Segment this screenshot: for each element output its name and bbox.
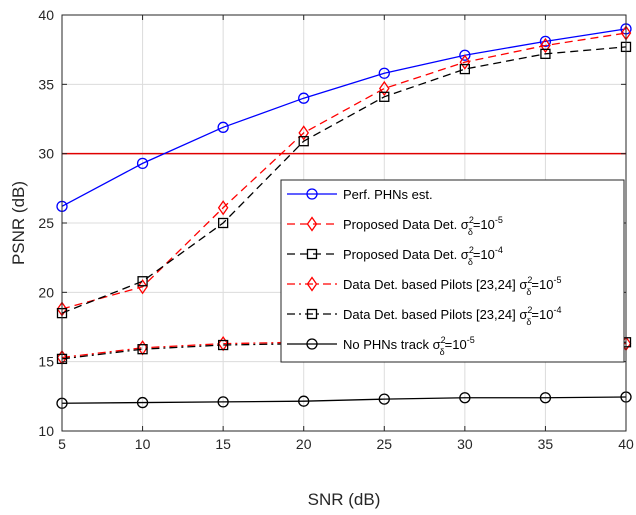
series-2-point (137, 279, 148, 295)
x-tick-label: 30 (457, 436, 473, 452)
series-1-point (378, 67, 390, 79)
series-2-point (298, 125, 310, 141)
legend: Perf. PHNs est.Proposed Data Det. σ2 δ=10… (280, 179, 625, 363)
legend-label-part: δ (468, 227, 473, 237)
series-3-point (540, 48, 551, 59)
series-6-point (459, 392, 471, 404)
legend-label-part: δ (526, 317, 531, 327)
x-tick-label: 15 (215, 436, 231, 452)
series-6-point (298, 395, 310, 407)
legend-label-part: =10 (445, 337, 467, 352)
series-2-point (217, 200, 229, 216)
legend-marker-1 (306, 188, 318, 200)
legend-label-part: -4 (495, 245, 503, 255)
series-6-point (136, 396, 149, 409)
legend-label-1: Perf. PHNs est. (343, 187, 433, 202)
legend-label-4: Data Det. based Pilots [23,24] σ2 δ=10-5 (343, 275, 561, 297)
x-tick-label: 20 (296, 436, 312, 452)
series-3-point (298, 136, 309, 147)
y-tick-label: 40 (38, 7, 54, 23)
legend-label-part: 2 (441, 335, 446, 345)
x-tick-label: 25 (376, 436, 392, 452)
legend-marker-4 (306, 276, 318, 292)
series-6-point (378, 393, 390, 405)
legend-label-part: =10 (531, 307, 553, 322)
series-1-point (298, 92, 310, 104)
y-tick-label: 30 (38, 146, 54, 162)
legend-label-part: δ (526, 287, 531, 297)
y-tick-label: 10 (38, 423, 54, 439)
legend-label-part: -5 (553, 275, 561, 285)
x-tick-label: 5 (58, 436, 66, 452)
series-6 (56, 391, 632, 409)
series-1-point (136, 157, 149, 170)
legend-label-part: Data Det. based Pilots [23,24] σ (343, 277, 527, 292)
series-1-point (217, 121, 229, 133)
series-2-point (459, 54, 471, 70)
series-2-line (61, 32, 627, 310)
legend-label-part: δ (468, 257, 473, 267)
series-2-point (378, 80, 390, 97)
legend-label-part: No PHNs track σ (343, 337, 441, 352)
series-6-point (539, 392, 552, 404)
series-3-point (137, 276, 148, 287)
series-6-point (217, 396, 229, 408)
legend-marker-3 (306, 248, 318, 260)
legend-label-part: =10 (473, 217, 495, 232)
x-tick-label: 40 (618, 436, 634, 452)
series-3-point (459, 63, 471, 75)
legend-box (280, 179, 625, 363)
y-axis-title: PSNR (dB) (9, 181, 28, 265)
legend-label-part: =10 (473, 247, 495, 262)
series-6-line (61, 396, 627, 404)
legend-label-3: Proposed Data Det. σ2 δ=10-4 (343, 245, 503, 267)
series-5-point (137, 344, 148, 355)
legend-label-5: Data Det. based Pilots [23,24] σ2 δ=10-4 (343, 305, 561, 327)
legend-label-part: =10 (531, 277, 553, 292)
legend-label-part: 2 (469, 215, 474, 225)
legend-label-part: 2 (527, 275, 532, 285)
series-3-point (379, 91, 390, 102)
legend-label-part: δ (440, 347, 445, 357)
series-3-point (217, 217, 229, 229)
series-1-line (61, 28, 627, 207)
legend-label-part: Proposed Data Det. σ (343, 247, 469, 262)
series-5-point (217, 339, 229, 351)
legend-label-part: 2 (469, 245, 474, 255)
legend-marker-5 (306, 308, 318, 320)
legend-label-part: -4 (553, 305, 561, 315)
legend-marker-2 (306, 216, 318, 232)
y-tick-label: 25 (38, 215, 54, 231)
legend-label-part: -5 (467, 335, 475, 345)
series-2-point (540, 37, 551, 54)
series-2 (56, 25, 632, 317)
legend-label-part: 2 (527, 305, 532, 315)
x-tick-label: 35 (538, 436, 554, 452)
legend-label-part: Proposed Data Det. σ (343, 217, 469, 232)
legend-label-2: Proposed Data Det. σ2 δ=10-5 (343, 215, 503, 237)
legend-marker-6 (306, 338, 318, 350)
x-tick-label: 10 (135, 436, 151, 452)
series-3-line (61, 46, 627, 314)
x-axis-title: SNR (dB) (308, 490, 381, 509)
series-1-point (459, 49, 471, 61)
series-1-point (539, 35, 552, 47)
legend-label-part: -5 (495, 215, 503, 225)
y-tick-label: 35 (38, 76, 54, 92)
y-tick-label: 15 (38, 354, 54, 370)
legend-label-6: No PHNs track σ2 δ=10-5 (343, 335, 475, 357)
legend-label-part: Perf. PHNs est. (343, 187, 433, 202)
y-tick-label: 20 (38, 284, 54, 300)
legend-label-part: Data Det. based Pilots [23,24] σ (343, 307, 527, 322)
